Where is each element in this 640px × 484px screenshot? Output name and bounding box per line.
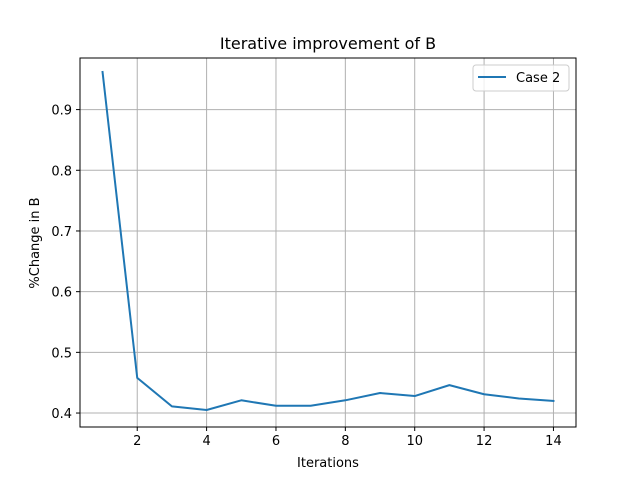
grid-layer [80, 58, 576, 427]
y-tick-label: 0.9 [51, 104, 72, 119]
y-axis-label: %Change in B [28, 197, 43, 288]
series-line-case-2 [101, 70, 555, 412]
x-tick-label: 14 [545, 434, 562, 449]
x-tick-label: 2 [133, 434, 141, 449]
y-axis-ticks: 0.4 0.5 0.6 0.7 0.8 0.9 [51, 104, 80, 422]
x-axis-ticks: 2 4 6 8 10 12 14 [133, 427, 562, 449]
y-tick-label: 0.7 [51, 225, 72, 240]
legend-label-case-2: Case 2 [516, 71, 560, 86]
series-layer [101, 70, 555, 412]
y-tick-label: 0.6 [51, 286, 72, 301]
x-tick-label: 12 [476, 434, 493, 449]
x-axis-label: Iterations [297, 456, 359, 471]
y-tick-label: 0.8 [51, 164, 72, 179]
legend: Case 2 [472, 64, 570, 92]
x-tick-label: 8 [341, 434, 349, 449]
legend-box [472, 64, 570, 92]
x-tick-label: 10 [406, 434, 423, 449]
y-tick-label: 0.4 [51, 407, 72, 422]
x-tick-label: 4 [202, 434, 210, 449]
chart-title: Iterative improvement of B [220, 34, 436, 53]
plot-frame [79, 57, 577, 428]
y-tick-label: 0.5 [51, 346, 72, 361]
x-tick-label: 6 [272, 434, 280, 449]
